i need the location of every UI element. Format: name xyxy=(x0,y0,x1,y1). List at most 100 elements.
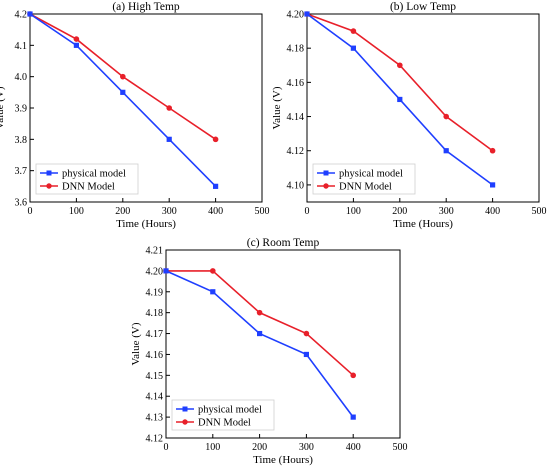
x-tick-label: 400 xyxy=(485,206,500,217)
x-tick-label: 200 xyxy=(392,206,407,217)
legend-marker-square xyxy=(323,170,329,176)
legend-box xyxy=(312,163,416,195)
data-point-square xyxy=(73,42,79,48)
legend-label: physical model xyxy=(198,405,262,416)
data-point-square xyxy=(304,11,310,17)
x-tick-label: 0 xyxy=(305,206,310,217)
x-tick-label: 100 xyxy=(205,442,220,453)
legend-marker-square xyxy=(46,170,52,176)
y-tick-label: 3.9 xyxy=(15,104,28,115)
y-tick-label: 4.17 xyxy=(146,329,164,340)
data-point-circle xyxy=(73,36,80,42)
legend-marker-circle xyxy=(323,183,329,189)
legend-label: DNN Model xyxy=(62,182,115,193)
x-tick-label: 200 xyxy=(115,206,130,217)
data-point-circle xyxy=(212,136,219,143)
chart-title: (c) Room Temp xyxy=(247,237,320,249)
data-point-circle xyxy=(303,330,310,337)
y-tick-label: 3.7 xyxy=(15,166,28,177)
data-point-square xyxy=(210,289,216,295)
data-point-circle xyxy=(120,73,126,80)
data-point-square xyxy=(257,330,263,337)
x-tick-label: 500 xyxy=(255,206,270,217)
x-tick-label: 0 xyxy=(28,206,33,217)
y-tick-label: 4.21 xyxy=(146,246,164,257)
y-tick-label: 4.2 xyxy=(15,10,28,21)
y-tick-label: 4.20 xyxy=(146,266,164,277)
data-point-circle xyxy=(166,105,172,111)
chart-panel-1: (a) High Temp 0 100 200 300 400 500 3.6 3.7 3.8 3.… xyxy=(0,1,270,230)
y-axis-label: Value (V) xyxy=(0,86,6,129)
x-tick-label: 0 xyxy=(164,442,169,453)
y-tick-label: 4.19 xyxy=(146,287,164,298)
y-tick-label: 4.14 xyxy=(146,392,164,403)
legend: physical model DNN Model xyxy=(171,399,275,431)
y-tick-label: 3.8 xyxy=(15,135,28,146)
legend: physical model DNN Model xyxy=(312,163,416,195)
plot-frame xyxy=(306,13,540,203)
data-point-square xyxy=(27,11,33,17)
x-tick-label: 200 xyxy=(252,442,267,453)
x-tick-label: 300 xyxy=(299,442,314,453)
x-axis-label: Time (Hours) xyxy=(253,454,313,466)
legend-label: physical model xyxy=(62,169,126,180)
x-tick-label: 300 xyxy=(162,206,177,217)
legend: physical model DNN Model xyxy=(35,163,139,195)
data-point-circle xyxy=(256,309,263,316)
legend-label: DNN Model xyxy=(198,418,251,429)
x-tick-label: 400 xyxy=(208,206,223,217)
plot-frame xyxy=(165,249,401,439)
data-point-circle xyxy=(443,113,450,120)
data-point-square xyxy=(213,183,219,189)
y-tick-label: 4.16 xyxy=(146,350,164,361)
legend-label: DNN Model xyxy=(339,182,392,193)
chart-panel-3: (c) Room Temp 0 100 200 300 400 500 4.12 4.13 4.1… xyxy=(130,237,408,466)
legend-marker-circle xyxy=(182,419,188,425)
y-tick-label: 4.12 xyxy=(287,146,305,157)
data-point-square xyxy=(350,45,356,51)
x-tick-label: 500 xyxy=(393,442,408,453)
y-tick-label: 4.0 xyxy=(15,72,28,83)
x-tick-label: 100 xyxy=(69,206,84,217)
y-tick-label: 4.10 xyxy=(287,180,305,191)
y-tick-label: 4.18 xyxy=(146,308,164,319)
y-axis-label: Value (V) xyxy=(130,322,142,365)
series-line-dnn-model xyxy=(166,270,354,376)
series-line-physical-model xyxy=(29,13,217,187)
x-tick-label: 100 xyxy=(346,206,361,217)
data-point-square xyxy=(166,136,172,142)
data-point-square xyxy=(397,96,403,103)
chart-title: (b) Low Temp xyxy=(390,1,456,13)
legend-box xyxy=(35,163,139,195)
y-tick-label: 4.20 xyxy=(287,10,305,21)
data-point-square xyxy=(350,414,356,420)
x-axis-label: Time (Hours) xyxy=(116,218,176,230)
y-tick-label: 4.1 xyxy=(15,41,28,52)
series-line-physical-model xyxy=(165,270,354,418)
y-tick-label: 4.12 xyxy=(146,434,164,445)
data-point-square xyxy=(120,89,126,95)
y-tick-label: 3.6 xyxy=(15,198,28,209)
x-tick-label: 500 xyxy=(532,206,547,217)
x-tick-label: 300 xyxy=(439,206,454,217)
data-point-circle xyxy=(397,62,403,69)
data-point-circle xyxy=(489,147,496,154)
data-point-circle xyxy=(210,268,216,274)
x-axis-label: Time (Hours) xyxy=(393,218,453,230)
data-point-square xyxy=(443,148,449,154)
legend-label: physical model xyxy=(339,169,403,180)
data-point-circle xyxy=(350,28,357,34)
chart-panel-2: (b) Low Temp 0 100 200 300 400 500 4.10 4.12 4.14… xyxy=(271,1,547,230)
data-point-square xyxy=(490,182,496,188)
y-axis-label: Value (V) xyxy=(271,86,283,129)
legend-marker-square xyxy=(182,406,188,412)
legend-marker-circle xyxy=(46,183,52,189)
y-tick-label: 4.16 xyxy=(287,78,305,89)
legend-box xyxy=(171,399,275,431)
y-tick-label: 4.14 xyxy=(287,112,305,123)
y-tick-label: 4.13 xyxy=(146,413,164,424)
x-tick-label: 400 xyxy=(346,442,361,453)
data-point-circle xyxy=(350,372,357,379)
chart-title: (a) High Temp xyxy=(112,1,180,13)
